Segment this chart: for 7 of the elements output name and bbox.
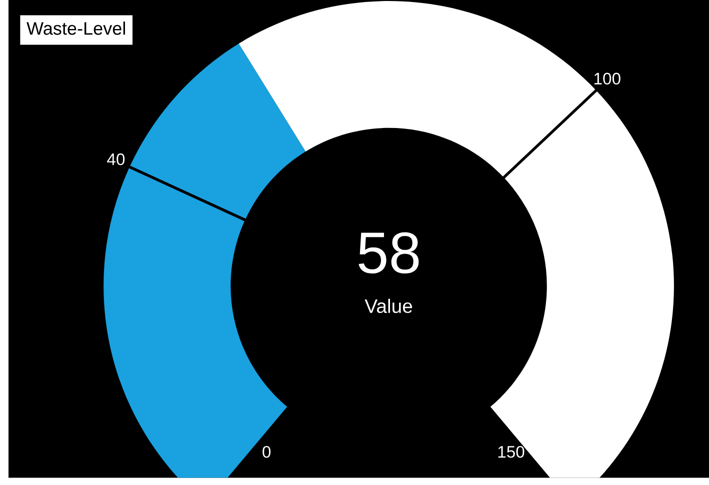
text: 0: [262, 446, 271, 458]
text: 40: [107, 153, 125, 166]
text: 100: [594, 72, 620, 85]
category-label: Value: [364, 298, 412, 314]
data-label: 58: [358, 232, 419, 274]
text: Waste-Level: [26, 22, 125, 35]
text: 150: [498, 446, 524, 458]
